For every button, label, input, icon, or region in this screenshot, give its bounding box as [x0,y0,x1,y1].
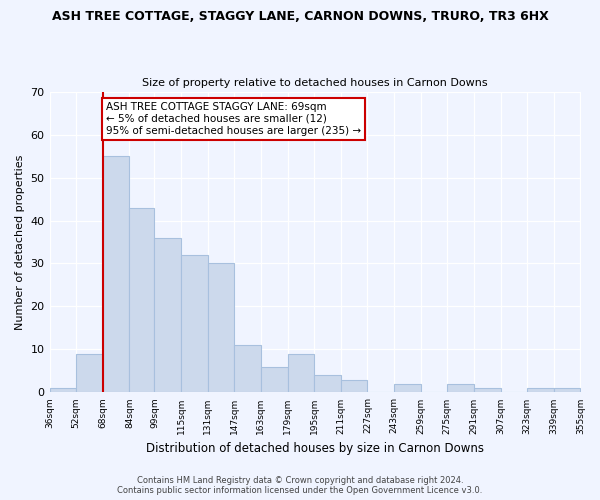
Text: ASH TREE COTTAGE STAGGY LANE: 69sqm
← 5% of detached houses are smaller (12)
95%: ASH TREE COTTAGE STAGGY LANE: 69sqm ← 5%… [106,102,361,136]
Bar [474,388,500,392]
Bar [130,208,154,392]
X-axis label: Distribution of detached houses by size in Carnon Downs: Distribution of detached houses by size … [146,442,484,455]
Y-axis label: Number of detached properties: Number of detached properties [15,154,25,330]
Bar [527,388,554,392]
Text: ASH TREE COTTAGE, STAGGY LANE, CARNON DOWNS, TRURO, TR3 6HX: ASH TREE COTTAGE, STAGGY LANE, CARNON DO… [52,10,548,23]
Bar [448,384,474,392]
Bar [181,255,208,392]
Bar [341,380,367,392]
Bar [103,156,130,392]
Text: Contains HM Land Registry data © Crown copyright and database right 2024.
Contai: Contains HM Land Registry data © Crown c… [118,476,482,495]
Bar [208,264,234,392]
Bar [554,388,580,392]
Bar [261,366,287,392]
Bar [154,238,181,392]
Bar [234,345,261,393]
Title: Size of property relative to detached houses in Carnon Downs: Size of property relative to detached ho… [142,78,488,88]
Bar [287,354,314,393]
Bar [76,354,103,393]
Bar [314,375,341,392]
Bar [394,384,421,392]
Bar [50,388,76,392]
